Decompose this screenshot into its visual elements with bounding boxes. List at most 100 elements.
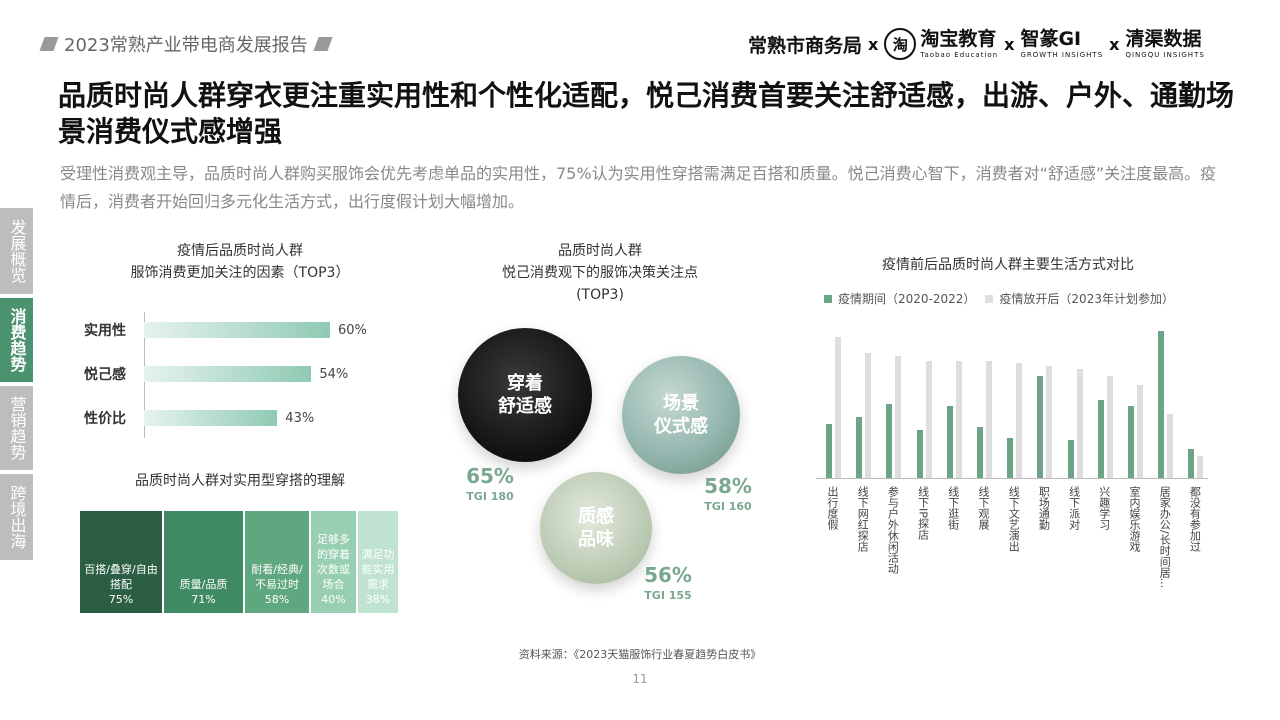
practical-cell-value: 58% bbox=[264, 593, 290, 606]
factor-bar-value: 60% bbox=[338, 322, 367, 338]
factor-bar-row: 性价比 43% bbox=[84, 408, 314, 428]
lifestyle-category-label: 参与户外休闲活动 bbox=[886, 486, 900, 574]
lifestyle-bar-after bbox=[1046, 366, 1053, 478]
lifestyle-bar-after bbox=[986, 361, 992, 478]
practical-chart-title: 品质时尚人群对实用型穿搭的理解 bbox=[135, 473, 345, 489]
lifestyle-bar-after bbox=[1197, 455, 1204, 478]
partner-qingqu-name: 清渠数据 bbox=[1125, 27, 1202, 50]
factor-bar-value: 43% bbox=[285, 410, 315, 426]
page-summary: 受理性消费观主导，品质时尚人群购买服饰会优先考虑单品的实用性，75%认为实用性穿… bbox=[60, 164, 1217, 211]
lifestyle-bar-group bbox=[937, 318, 967, 478]
practical-cell-value: 71% bbox=[191, 593, 216, 606]
report-tag-text: 2023常熟产业带电商发展报告 bbox=[64, 35, 308, 56]
lifestyle-bar-after bbox=[1016, 362, 1023, 478]
sidenav-label: 营销趋势 bbox=[7, 396, 27, 460]
lifestyle-category-label: 居家办公/长时间居... bbox=[1158, 486, 1172, 589]
factor-bar bbox=[144, 410, 278, 426]
bubble-occasion-pct: 58% bbox=[704, 474, 752, 498]
lifestyle-bar-group bbox=[1027, 318, 1057, 478]
lifestyle-bar-during bbox=[1067, 439, 1074, 478]
legend-label-after: 疫情放开后（2023年计划参加） bbox=[999, 292, 1174, 306]
partner-taobao-education: 淘宝教育 Taobao Education bbox=[920, 27, 998, 59]
partner-qingqu: 清渠数据 QINGQU INSIGHTS bbox=[1125, 27, 1205, 59]
legend-label-during: 疫情期间（2020-2022） bbox=[838, 292, 976, 306]
sidenav-item-cross-border[interactable]: 跨境出海 bbox=[0, 474, 33, 560]
sidenav-item-overview[interactable]: 发展概览 bbox=[0, 208, 33, 294]
lifestyle-category-label: 线下IP探店 bbox=[916, 486, 930, 540]
lifestyle-bar-during bbox=[1188, 449, 1195, 478]
lifestyle-bar-after bbox=[865, 353, 872, 478]
practical-cell-label: 满足功能实用需求 bbox=[361, 548, 395, 591]
decision-chart-title: 品质时尚人群 悦己消费观下的服饰决策关注点 (TOP3) bbox=[502, 243, 698, 303]
partner-logos: 常熟市商务局 x 淘 淘宝教育 Taobao Education x 智篆GI … bbox=[748, 22, 1205, 66]
practical-cell: 百搭/叠穿/自由搭配 75% bbox=[80, 511, 162, 613]
lifestyle-bar-after bbox=[925, 361, 932, 478]
side-nav: 发展概览 消费趋势 营销趋势 跨境出海 bbox=[0, 208, 33, 564]
lifestyle-bar-after bbox=[1137, 385, 1143, 478]
lifestyle-bar-group bbox=[816, 318, 846, 478]
lifestyle-bar-during bbox=[1158, 330, 1165, 478]
factor-bar-row: 悦己感 54% bbox=[84, 364, 348, 384]
slash-decoration bbox=[39, 37, 59, 51]
sidenav-label: 跨境出海 bbox=[7, 485, 27, 549]
practical-cell-value: 40% bbox=[321, 593, 346, 606]
bubble-occasion: 场景 仪式感 bbox=[622, 356, 740, 474]
lifestyle-bar-during bbox=[977, 426, 983, 478]
practical-cell: 质量/品质 71% bbox=[164, 511, 243, 613]
lifestyle-category-label: 职场通勤 bbox=[1037, 486, 1051, 530]
lifestyle-bar-during bbox=[1037, 375, 1044, 478]
practical-cell-label: 足够多的穿着次数或场合 bbox=[317, 533, 350, 591]
lifestyle-chart bbox=[816, 318, 1208, 478]
lifestyle-bar-during bbox=[826, 423, 832, 478]
taobao-logo-icon: 淘 bbox=[884, 28, 917, 60]
lifestyle-bar-during bbox=[856, 417, 863, 478]
lifestyle-bar-group bbox=[1088, 318, 1118, 478]
sidenav-item-consumer-trends[interactable]: 消费趋势 bbox=[0, 298, 33, 382]
lifestyle-category-label: 线下文艺演出 bbox=[1007, 486, 1021, 552]
factor-bar-label: 悦己感 bbox=[84, 367, 126, 383]
bubble-quality-tgi: TGI 155 bbox=[644, 589, 692, 602]
lifestyle-bar-after bbox=[895, 356, 902, 478]
partner-commerce-bureau: 常熟市商务局 bbox=[748, 34, 863, 57]
lifestyle-bar-group bbox=[846, 318, 876, 478]
lifestyle-chart-title: 疫情前后品质时尚人群主要生活方式对比 bbox=[882, 257, 1134, 273]
lifestyle-bar-during bbox=[886, 404, 893, 478]
partner-taobao-name: 淘宝教育 bbox=[920, 27, 997, 50]
lifestyle-bar-group bbox=[1118, 318, 1148, 478]
bubble-quality: 质感 品味 bbox=[540, 472, 652, 584]
lifestyle-category-label: 室内娱乐游戏 bbox=[1128, 486, 1141, 552]
sidenav-label: 发展概览 bbox=[7, 219, 27, 283]
practical-cell-label: 耐看/经典/不易过时 bbox=[251, 563, 303, 591]
partner-separator: x bbox=[1004, 34, 1015, 54]
legend-swatch-during bbox=[824, 294, 832, 303]
sidenav-label: 消费趋势 bbox=[7, 308, 27, 372]
factor-bar-label: 实用性 bbox=[84, 323, 126, 339]
practical-cell: 耐看/经典/不易过时 58% bbox=[245, 511, 309, 613]
bubble-occasion-tgi: TGI 160 bbox=[704, 500, 752, 513]
practical-cell-value: 75% bbox=[108, 593, 134, 606]
lifestyle-category-label: 兴趣学习 bbox=[1097, 486, 1111, 530]
practical-cell-label: 质量/品质 bbox=[179, 578, 228, 591]
factor-bar-row: 实用性 60% bbox=[84, 320, 367, 340]
bubble-comfort-pct: 65% bbox=[466, 464, 514, 488]
lifestyle-bar-after bbox=[835, 337, 841, 478]
bubble-comfort: 穿着 舒适感 bbox=[458, 328, 592, 462]
lifestyle-bar-group bbox=[876, 318, 906, 478]
partner-zhizhuan-name: 智篆GI bbox=[1020, 27, 1082, 50]
lifestyle-bar-after bbox=[955, 361, 962, 478]
partner-zhizhuan: 智篆GI GROWTH INSIGHTS bbox=[1020, 27, 1104, 59]
factor-bar bbox=[144, 322, 330, 338]
partner-separator: x bbox=[1109, 34, 1120, 54]
practical-cell-label: 百搭/叠穿/自由搭配 bbox=[84, 563, 158, 591]
lifestyle-bar-during bbox=[916, 430, 923, 478]
partner-qingqu-sub: QINGQU INSIGHTS bbox=[1125, 50, 1205, 59]
sidenav-item-marketing-trends[interactable]: 营销趋势 bbox=[0, 386, 33, 470]
partner-zhizhuan-sub: GROWTH INSIGHTS bbox=[1020, 50, 1104, 59]
bubble-quality-pct: 56% bbox=[644, 563, 692, 587]
lifestyle-category-label: 线下观展 bbox=[977, 486, 990, 530]
lifestyle-category-label: 出行度假 bbox=[826, 486, 839, 530]
page-headline: 品质时尚人群穿衣更注重实用性和个性化适配，悦己消费首要关注舒适感，出游、户外、通… bbox=[58, 79, 1235, 148]
factor-bar-value: 54% bbox=[319, 366, 349, 382]
bubble-occasion-label: 场景 仪式感 bbox=[654, 393, 708, 437]
page-number: 11 bbox=[632, 672, 648, 686]
